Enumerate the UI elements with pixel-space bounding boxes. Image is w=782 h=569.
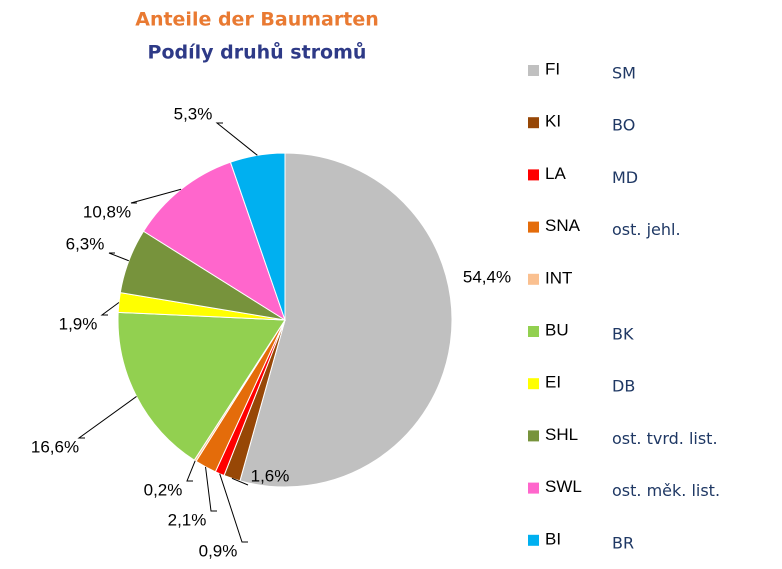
leader-line bbox=[108, 252, 130, 262]
legend-label: INT bbox=[545, 268, 572, 287]
leader-line bbox=[186, 460, 196, 482]
legend-swatch bbox=[528, 117, 539, 129]
value-label: 1,6% bbox=[251, 466, 290, 485]
chart-title: Anteile der Baumarten bbox=[135, 9, 379, 31]
pie-slice bbox=[142, 161, 286, 322]
leader-line bbox=[205, 466, 217, 512]
legend-label-cz: ost. tvrd. list. bbox=[612, 429, 718, 448]
legend-label: EI bbox=[545, 373, 561, 392]
legend-label-cz: BR bbox=[612, 533, 634, 552]
leader-line bbox=[130, 188, 182, 204]
legend-label: SNA bbox=[545, 216, 581, 235]
legend-swatch bbox=[528, 221, 539, 233]
legend-label-cz: SM bbox=[612, 64, 636, 83]
legend-swatch bbox=[528, 169, 539, 181]
value-label: 0,2% bbox=[144, 480, 183, 499]
legend-swatch bbox=[528, 534, 539, 546]
value-label: 0,9% bbox=[199, 541, 238, 560]
legend-label-cz: BK bbox=[612, 325, 634, 344]
legend-swatch bbox=[528, 65, 539, 76]
value-label: 54,4% bbox=[463, 267, 511, 286]
value-label: 5,3% bbox=[174, 104, 213, 123]
pie-slice bbox=[239, 152, 453, 488]
leader-line bbox=[219, 473, 248, 543]
legend-swatch bbox=[528, 326, 539, 337]
value-label: 16,6% bbox=[31, 437, 79, 456]
legend-label: SHL bbox=[545, 425, 578, 444]
chart-subtitle: Podíly druhů stromů bbox=[148, 41, 367, 64]
legend-label: BU bbox=[545, 320, 569, 339]
legend-label: FI bbox=[545, 59, 560, 78]
pie-slice bbox=[117, 311, 286, 461]
legend-label-cz: DB bbox=[612, 377, 635, 396]
legend-label-cz: BO bbox=[612, 116, 635, 135]
leader-line bbox=[77, 396, 137, 439]
legend-swatch bbox=[528, 430, 539, 442]
legend-label-cz: MD bbox=[612, 168, 638, 187]
legend-label: KI bbox=[545, 112, 561, 131]
value-label: 1,9% bbox=[59, 314, 98, 333]
leader-line bbox=[100, 302, 120, 316]
value-label: 6,3% bbox=[66, 234, 105, 253]
legend-label: SWL bbox=[545, 477, 582, 496]
leader-line bbox=[215, 122, 258, 156]
legend-swatch bbox=[528, 378, 539, 390]
legend-swatch bbox=[528, 482, 539, 494]
legend-label-cz: ost. jehl. bbox=[612, 220, 681, 239]
leader-line bbox=[231, 477, 249, 486]
legend-label: BI bbox=[545, 529, 561, 548]
value-label: 10,8% bbox=[83, 202, 131, 221]
legend-label-cz: ost. měk. list. bbox=[612, 481, 720, 500]
value-label: 2,1% bbox=[168, 510, 207, 529]
legend-label: LA bbox=[545, 164, 566, 183]
legend-swatch bbox=[528, 273, 539, 285]
